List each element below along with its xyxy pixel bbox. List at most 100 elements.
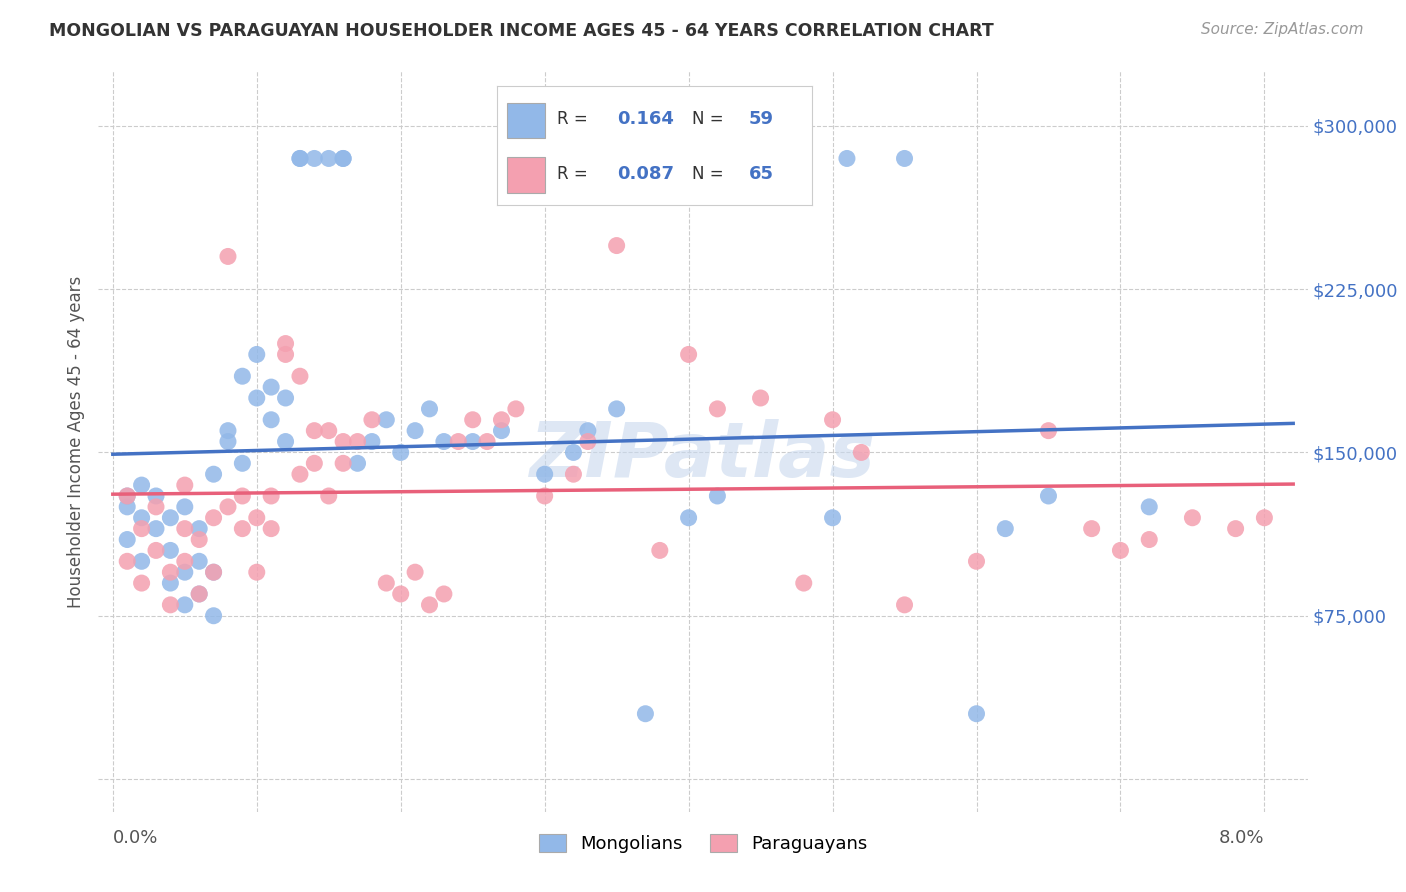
Point (749, 391, 772, 405)
Point (648, 543, 671, 558)
Point (1038, 424, 1060, 438)
Y-axis label: Householder Income Ages 45 - 64 years: Householder Income Ages 45 - 64 years (66, 276, 84, 607)
Point (505, 401, 527, 416)
Point (231, 522, 253, 536)
Text: MONGOLIAN VS PARAGUAYAN HOUSEHOLDER INCOME AGES 45 - 64 YEARS CORRELATION CHART: MONGOLIAN VS PARAGUAYAN HOUSEHOLDER INCO… (49, 22, 994, 40)
Point (318, 152, 340, 166)
Point (131, 510, 153, 524)
Point (145, 543, 167, 558)
Point (893, 598, 915, 612)
Point (173, 500, 195, 514)
Point (606, 238, 628, 252)
Point (966, 554, 988, 568)
Point (606, 401, 628, 416)
Point (159, 576, 181, 591)
Point (288, 369, 311, 384)
Text: 8.0%: 8.0% (1219, 830, 1264, 847)
Point (332, 152, 354, 166)
Point (260, 413, 283, 427)
Point (893, 152, 915, 166)
Point (562, 467, 585, 482)
Point (1225, 522, 1247, 536)
Point (202, 510, 225, 524)
Point (159, 565, 181, 579)
Point (418, 598, 440, 612)
Text: ZIPatlas: ZIPatlas (530, 419, 876, 493)
Point (576, 424, 599, 438)
Point (491, 424, 513, 438)
Point (1080, 522, 1102, 536)
Point (835, 152, 858, 166)
Point (678, 510, 700, 524)
Point (821, 413, 844, 427)
Point (533, 467, 555, 482)
Point (217, 500, 239, 514)
Point (433, 587, 456, 601)
Point (461, 434, 484, 449)
Point (260, 380, 283, 394)
Point (1181, 510, 1204, 524)
Point (115, 533, 138, 547)
Point (173, 554, 195, 568)
Point (318, 489, 340, 503)
Point (173, 565, 195, 579)
Point (260, 522, 283, 536)
Point (231, 489, 253, 503)
Point (634, 706, 657, 721)
Point (706, 489, 728, 503)
Point (131, 554, 153, 568)
Point (188, 587, 211, 601)
Point (274, 434, 297, 449)
Point (131, 478, 153, 492)
Point (576, 434, 599, 449)
Point (851, 445, 873, 459)
Point (678, 347, 700, 361)
Text: Source: ZipAtlas.com: Source: ZipAtlas.com (1201, 22, 1364, 37)
Point (706, 401, 728, 416)
Point (389, 445, 412, 459)
Point (304, 424, 326, 438)
Point (246, 347, 269, 361)
Point (274, 391, 297, 405)
Point (217, 249, 239, 264)
Point (231, 369, 253, 384)
Point (1137, 533, 1160, 547)
Text: 0.0%: 0.0% (112, 830, 159, 847)
Point (274, 347, 297, 361)
Point (404, 424, 426, 438)
Point (159, 598, 181, 612)
Point (115, 489, 138, 503)
Point (1109, 543, 1132, 558)
Point (274, 336, 297, 351)
Point (318, 424, 340, 438)
Point (288, 152, 311, 166)
Point (346, 456, 368, 470)
Point (793, 576, 815, 591)
Point (361, 413, 384, 427)
Point (966, 706, 988, 721)
Point (173, 598, 195, 612)
Point (115, 489, 138, 503)
Point (461, 413, 484, 427)
Point (231, 456, 253, 470)
Point (159, 543, 181, 558)
Point (375, 413, 398, 427)
Point (217, 424, 239, 438)
Point (173, 478, 195, 492)
Point (202, 565, 225, 579)
Point (821, 510, 844, 524)
Point (288, 467, 311, 482)
Point (145, 500, 167, 514)
Point (145, 489, 167, 503)
Point (491, 413, 513, 427)
Point (562, 445, 585, 459)
Point (389, 587, 412, 601)
Point (131, 576, 153, 591)
Point (115, 500, 138, 514)
Point (202, 565, 225, 579)
Point (361, 434, 384, 449)
Point (346, 434, 368, 449)
Point (304, 456, 326, 470)
Point (246, 565, 269, 579)
Point (332, 152, 354, 166)
